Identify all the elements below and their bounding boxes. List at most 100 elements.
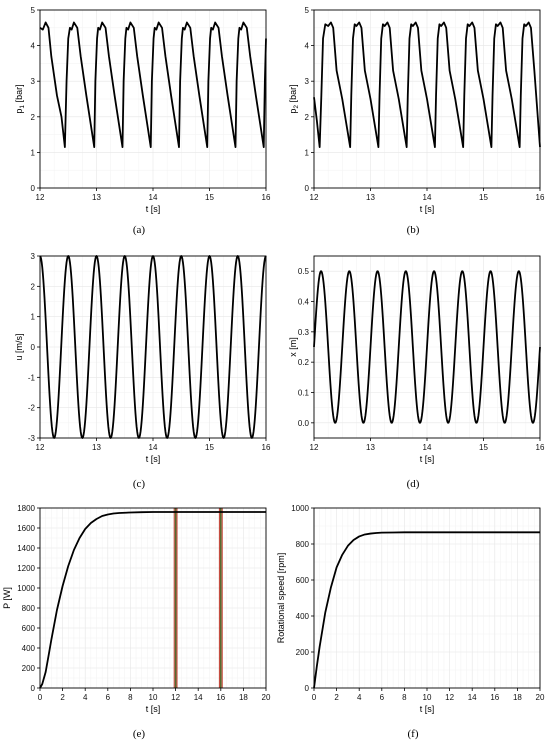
y-tick-label: 800 xyxy=(22,604,36,613)
y-tick-label: 1200 xyxy=(17,564,35,573)
x-tick-label: 16 xyxy=(216,693,225,702)
x-tick-label: 14 xyxy=(468,693,477,702)
x-tick-label: 13 xyxy=(92,443,101,452)
x-tick-label: 13 xyxy=(92,193,101,202)
chart-panel-e: 0 2 4 6 8 10 12 14 16 18 2002004006008001000120014… xyxy=(2,504,271,740)
x-tick-label: 16 xyxy=(536,443,545,452)
x-axis-label: t [s] xyxy=(146,204,161,214)
x-tick-label: 15 xyxy=(479,193,488,202)
panel-caption: (d) xyxy=(407,478,420,490)
x-tick-label: 20 xyxy=(536,693,545,702)
panel-caption: (c) xyxy=(133,478,146,490)
x-tick-label: 16 xyxy=(490,693,499,702)
y-tick-label: 1400 xyxy=(17,544,35,553)
y-tick-label: 0 xyxy=(305,184,310,193)
y-tick-label: 4 xyxy=(31,42,36,51)
y-tick-label: 1600 xyxy=(17,524,35,533)
y-axis-label: Rotational speed [rpm] xyxy=(276,553,286,644)
panel-caption: (f) xyxy=(408,728,419,740)
y-tick-label: -2 xyxy=(28,404,36,413)
x-tick-label: 2 xyxy=(334,693,339,702)
x-tick-label: 12 xyxy=(36,193,45,202)
y-tick-label: -3 xyxy=(28,434,36,443)
x-tick-label: 16 xyxy=(262,193,271,202)
y-tick-label: 0.3 xyxy=(298,328,310,337)
x-tick-label: 2 xyxy=(60,693,65,702)
y-tick-label: 200 xyxy=(22,664,36,673)
y-tick-label: -1 xyxy=(28,373,36,382)
y-tick-label: 0.4 xyxy=(298,298,310,307)
x-tick-label: 10 xyxy=(423,693,432,702)
x-axis-label: t [s] xyxy=(420,204,435,214)
y-axis-label: p2 [bar] xyxy=(288,84,300,113)
x-tick-label: 15 xyxy=(479,443,488,452)
y-tick-label: 200 xyxy=(296,648,310,657)
y-tick-label: 0 xyxy=(31,684,36,693)
y-axis-label: p1 [bar] xyxy=(14,84,26,113)
y-tick-label: 3 xyxy=(31,252,36,261)
x-tick-label: 0 xyxy=(38,693,43,702)
y-tick-label: 2 xyxy=(305,113,310,122)
x-axis-label: t [s] xyxy=(420,454,435,464)
y-tick-label: 0 xyxy=(31,184,36,193)
x-tick-label: 18 xyxy=(513,693,522,702)
x-axis-label: t [s] xyxy=(146,704,161,714)
x-tick-label: 14 xyxy=(194,693,203,702)
x-tick-label: 12 xyxy=(310,193,319,202)
x-tick-label: 8 xyxy=(402,693,407,702)
panel-caption: (e) xyxy=(133,728,146,740)
data-series-line xyxy=(313,21,541,148)
y-tick-label: 800 xyxy=(296,540,310,549)
y-tick-label: 0.1 xyxy=(298,389,310,398)
y-axis-label: u [m/s] xyxy=(14,333,24,360)
y-tick-label: 0.5 xyxy=(298,267,310,276)
panel-caption: (b) xyxy=(407,224,420,236)
y-tick-label: 1000 xyxy=(17,584,35,593)
data-series-line xyxy=(313,270,541,424)
x-tick-label: 13 xyxy=(366,193,375,202)
x-tick-label: 14 xyxy=(423,443,432,452)
x-tick-label: 6 xyxy=(106,693,111,702)
x-tick-label: 8 xyxy=(128,693,133,702)
x-tick-label: 16 xyxy=(262,443,271,452)
y-tick-label: 600 xyxy=(296,576,310,585)
x-tick-label: 20 xyxy=(262,693,271,702)
x-tick-label: 13 xyxy=(366,443,375,452)
data-series-line xyxy=(313,531,540,689)
x-tick-label: 15 xyxy=(205,193,214,202)
y-tick-label: 1 xyxy=(31,313,36,322)
y-tick-label: 0 xyxy=(31,343,36,352)
x-tick-label: 4 xyxy=(83,693,88,702)
x-tick-label: 14 xyxy=(149,443,158,452)
y-tick-label: 1 xyxy=(305,148,310,157)
x-axis-label: t [s] xyxy=(420,704,435,714)
y-tick-label: 4 xyxy=(305,42,310,51)
x-axis-label: t [s] xyxy=(146,454,161,464)
y-tick-label: 2 xyxy=(31,113,36,122)
y-tick-label: 1 xyxy=(31,148,36,157)
x-tick-label: 16 xyxy=(536,193,545,202)
x-tick-label: 12 xyxy=(36,443,45,452)
x-tick-label: 14 xyxy=(149,193,158,202)
y-tick-label: 2 xyxy=(31,282,36,291)
y-tick-label: 5 xyxy=(305,6,310,15)
y-tick-label: 1800 xyxy=(17,504,35,513)
data-series-line xyxy=(39,21,267,148)
y-tick-label: 400 xyxy=(296,612,310,621)
y-tick-label: 0.0 xyxy=(298,419,310,428)
y-tick-label: 0 xyxy=(305,684,310,693)
x-tick-label: 14 xyxy=(423,193,432,202)
x-tick-label: 15 xyxy=(205,443,214,452)
y-axis-label: P [W] xyxy=(2,587,12,609)
panel-caption: (a) xyxy=(133,224,146,236)
x-tick-label: 6 xyxy=(380,693,385,702)
y-tick-label: 5 xyxy=(31,6,36,15)
y-tick-label: 400 xyxy=(22,644,36,653)
y-tick-label: 3 xyxy=(305,77,310,86)
y-axis-label: x [m] xyxy=(288,337,298,357)
